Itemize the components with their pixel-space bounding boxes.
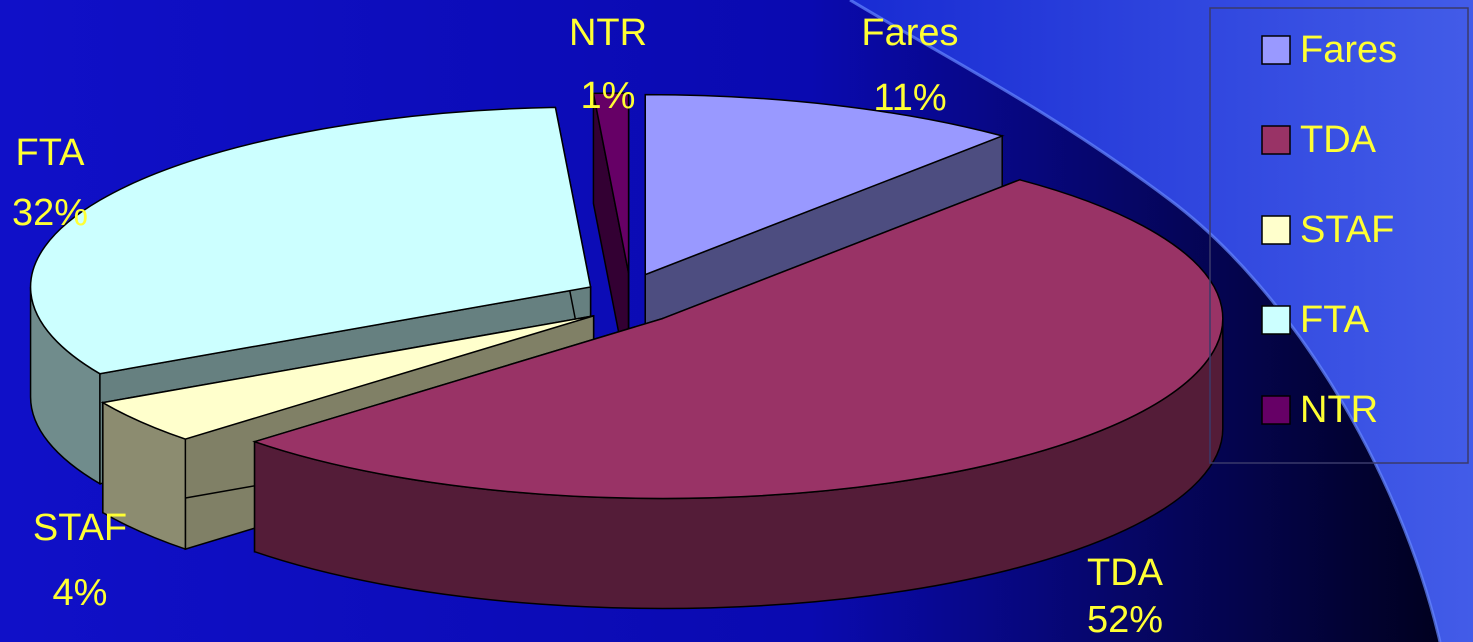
data-label-tda-value: 52% [1087,599,1163,641]
data-label-fares: Fares 11% [861,12,958,119]
legend-swatch-fares [1261,35,1291,65]
legend-label-staf: STAF [1300,209,1394,251]
data-label-tda: TDA 52% [1087,552,1164,641]
data-label-fta-name: FTA [16,132,86,174]
legend-swatch-tda [1261,125,1291,155]
legend-item-staf: STAF [1261,209,1394,251]
legend-item-tda: TDA [1261,119,1377,161]
legend-label-fta: FTA [1300,299,1370,341]
data-label-fares-name: Fares [861,12,958,54]
data-label-ntr-value: 1% [581,75,636,117]
slice-ntr-top [592,92,630,274]
legend-label-ntr: NTR [1300,389,1378,431]
data-label-tda-name: TDA [1087,552,1164,594]
pie-chart [29,92,1224,610]
slice-tda-top [252,179,1224,500]
background-swirl-edge [849,0,1442,642]
data-label-ntr: NTR 1% [569,12,647,117]
slice-fta-top [29,106,592,375]
data-label-fta-value: 32% [12,192,88,234]
legend-item-fta: FTA [1261,299,1370,341]
legend-swatch-fta [1261,305,1291,335]
slice-staf-top [100,315,594,440]
data-label-fta: FTA 32% [12,132,88,234]
data-label-fares-value: 11% [873,77,946,119]
data-label-staf: STAF 4% [33,507,127,614]
data-labels: Fares 11% TDA 52% STAF 4% FTA 32% NTR 1% [12,12,1164,641]
legend-box [1209,7,1469,464]
legend-label-fares: Fares [1300,29,1397,71]
data-label-staf-name: STAF [33,507,127,549]
legend-item-fares: Fares [1261,29,1397,71]
slice-tda [252,178,1224,610]
legend-swatch-ntr [1261,395,1291,425]
data-label-staf-value: 4% [53,572,108,614]
data-label-ntr-name: NTR [569,12,647,54]
slice-fares-top [644,93,1005,276]
legend-swatch-staf [1261,215,1291,245]
background-swirl [850,0,1473,642]
legend-item-ntr: NTR [1261,389,1378,431]
legend: Fares TDA STAF FTA NTR [1209,7,1469,464]
legend-label-tda: TDA [1300,119,1377,161]
